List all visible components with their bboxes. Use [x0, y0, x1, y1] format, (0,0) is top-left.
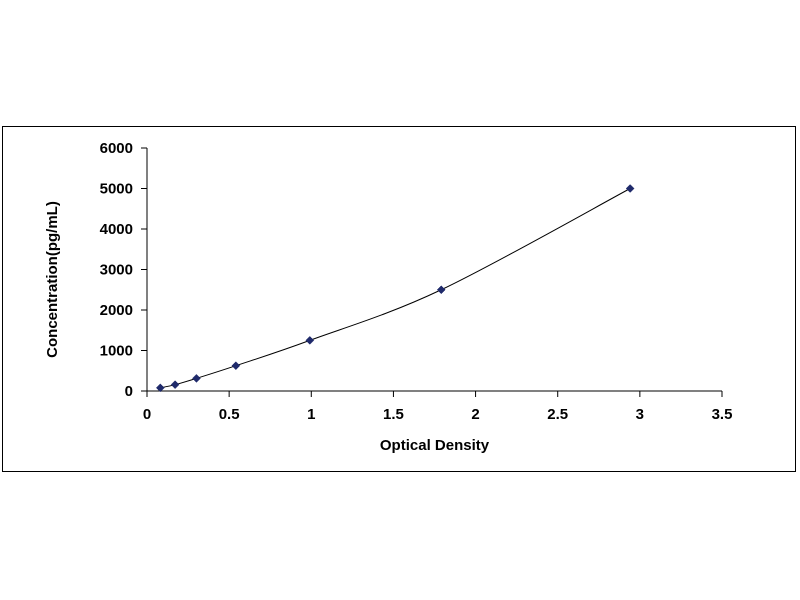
y-tick-label: 1000	[100, 343, 133, 360]
data-point-marker	[625, 184, 635, 193]
data-point-marker	[305, 336, 315, 345]
axes	[141, 147, 723, 397]
data-point-marker	[170, 380, 180, 390]
y-tick-label: 5000	[100, 181, 133, 198]
x-tick-label: 2.5	[547, 406, 568, 423]
y-tick-label: 4000	[100, 221, 133, 238]
chart-frame: 0 0.5 1 1.5 2 2.5 3 3.5 0 1000 2000 3000 4000 5000 600…	[2, 126, 796, 472]
tick-labels: 0 0.5 1 1.5 2 2.5 3 3.5 0 1000 2000 3000 4000 5000 600…	[100, 140, 733, 423]
y-tick-label: 0	[125, 383, 133, 400]
x-axis-title: Optical Density	[380, 437, 490, 454]
y-tick-label: 6000	[100, 140, 133, 157]
x-tick-label: 1	[307, 406, 315, 423]
x-tick-label: 1.5	[383, 406, 404, 423]
x-tick-label: 3	[636, 406, 644, 423]
y-tick-label: 3000	[100, 262, 133, 279]
data-points	[155, 184, 635, 393]
y-axis-title: Concentration(pg/mL)	[44, 201, 61, 358]
trend-curve	[160, 188, 631, 389]
x-tick-label: 2	[471, 406, 479, 423]
y-tick-label: 2000	[100, 302, 133, 319]
data-point-marker	[436, 285, 446, 295]
data-point-marker	[231, 361, 241, 371]
data-point-marker	[192, 374, 201, 383]
data-point-marker	[155, 383, 165, 393]
standard-curve-chart: 0 0.5 1 1.5 2 2.5 3 3.5 0 1000 2000 3000 4000 5000 600…	[44, 140, 733, 454]
x-tick-label: 3.5	[712, 406, 733, 423]
x-tick-label: 0	[143, 406, 151, 423]
trend-curve-layer	[160, 188, 631, 389]
x-tick-label: 0.5	[219, 406, 240, 423]
